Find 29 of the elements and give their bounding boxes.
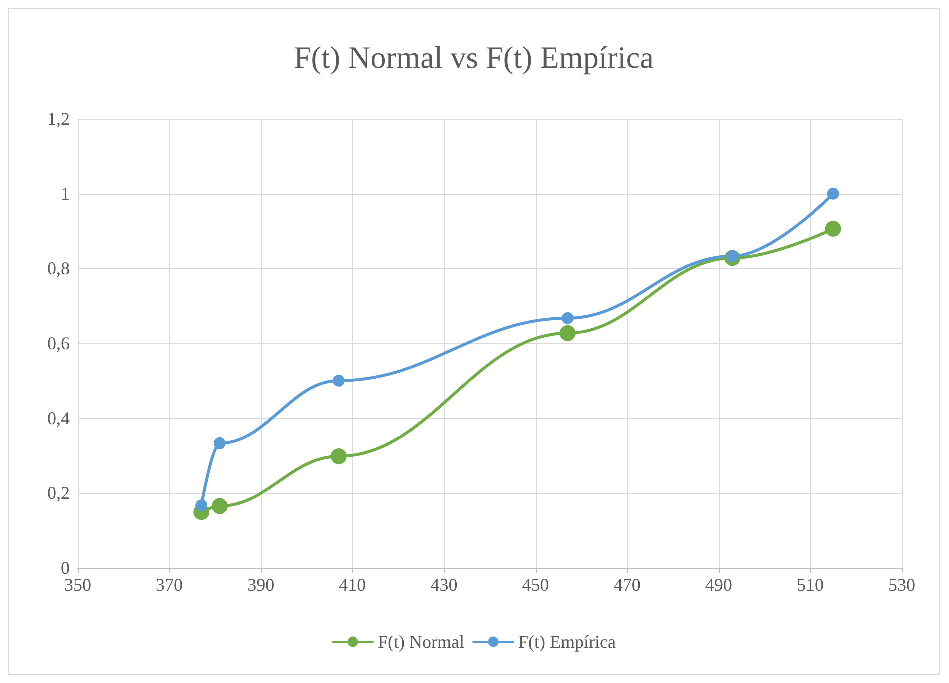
point: [214, 437, 226, 450]
x-tick-label: 450: [522, 575, 550, 595]
y-tick-label: 1,2: [48, 109, 70, 129]
x-tick-label: 510: [796, 575, 824, 595]
y-tick-label: 0: [61, 558, 70, 578]
x-tick-label: 410: [339, 575, 366, 595]
y-tick-label: 0,6: [48, 334, 70, 354]
x-tick-label: 530: [888, 575, 916, 595]
point: [332, 374, 345, 387]
x-tick-label: 430: [430, 575, 458, 595]
x-tick-label: 490: [705, 575, 732, 595]
y-tick-label: 0,4: [48, 408, 70, 428]
point: [330, 448, 347, 464]
x-tick-label: 370: [156, 575, 184, 595]
chart-title: F(t) Normal vs F(t) Empírica: [294, 40, 654, 75]
y-tick-label: 0,8: [48, 258, 70, 279]
x-tick-label: 470: [614, 575, 641, 595]
point: [560, 325, 576, 342]
point: [562, 312, 574, 324]
x-tick-label: 350: [64, 575, 92, 595]
point: [827, 188, 840, 200]
x-tick-label: 390: [248, 575, 275, 595]
legend-label: F(t) Empírica: [518, 632, 616, 652]
point: [212, 498, 228, 514]
point: [825, 221, 842, 237]
legend-label: F(t) Normal: [378, 632, 465, 652]
y-tick-label: 1: [61, 184, 70, 204]
point: [196, 500, 208, 512]
y-tick-label: 0,2: [48, 483, 70, 504]
